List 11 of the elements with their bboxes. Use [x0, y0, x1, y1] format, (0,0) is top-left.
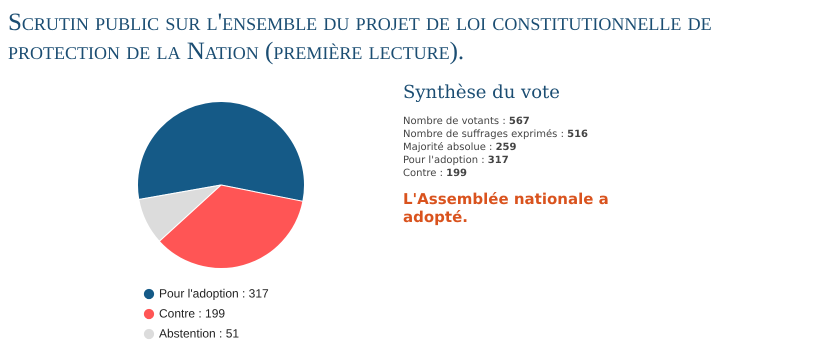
- text: Synthèse du vote: [403, 82, 561, 103]
- text: Nombre de votants : 567: [403, 116, 530, 127]
- text: L'Assemblée nationale a adopté.: [403, 190, 610, 226]
- text: Majorité absolue : 259: [403, 142, 516, 153]
- text: Contre : 199: [403, 168, 468, 179]
- text: Scrutin public sur l'ensemble du projet de loi constitutionnelle de protection de la Nation (première lecture).: [8, 8, 713, 66]
- legend-label: Abstention : 51: [159, 326, 240, 340]
- text: Pour l'adoption : 317: [403, 155, 509, 166]
- legend-label: Contre : 199: [159, 306, 226, 320]
- text: Nombre de suffrages exprimés : 516: [403, 129, 588, 140]
- legend-label: Pour l'adoption : 317: [159, 286, 270, 300]
